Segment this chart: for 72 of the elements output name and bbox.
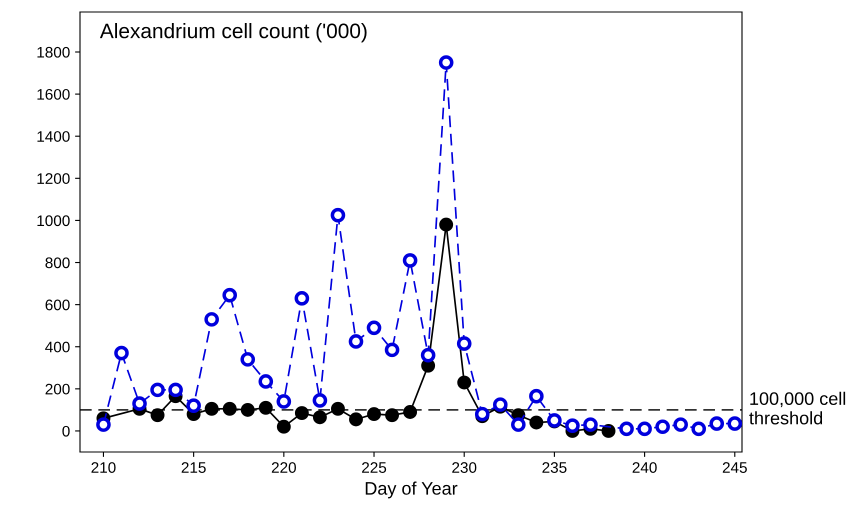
point (222, 288, 238, 302)
point (529, 416, 544, 430)
point (457, 376, 472, 390)
point (204, 312, 219, 327)
ref-line-label: 100,000 cell threshold (749, 392, 846, 424)
point (709, 416, 724, 431)
point (204, 402, 219, 416)
point (727, 416, 742, 431)
x-tick-label: 225 (362, 462, 386, 473)
point (240, 352, 256, 367)
point (366, 320, 382, 336)
chart-title: Alexandrium cell count ('000) (100, 23, 367, 42)
point (619, 422, 634, 436)
point (150, 408, 165, 422)
point (294, 406, 309, 420)
point (384, 342, 400, 358)
point (240, 402, 255, 417)
y-tick-label: 0 (62, 426, 70, 437)
point (312, 393, 328, 408)
x-tick-label: 245 (722, 462, 747, 473)
x-tick-label: 235 (542, 462, 567, 473)
point (403, 405, 418, 419)
y-tick-label: 200 (46, 384, 70, 395)
point (348, 334, 364, 349)
point (493, 397, 508, 412)
point (150, 382, 165, 398)
point (385, 408, 400, 422)
point (402, 253, 418, 268)
y-tick-label: 1200 (37, 173, 70, 184)
point (276, 394, 292, 409)
point (132, 396, 147, 411)
point (367, 407, 381, 422)
point (258, 374, 274, 389)
point (96, 417, 111, 432)
x-axis-title: Day of Year (366, 482, 458, 498)
point (602, 424, 616, 438)
point (474, 406, 490, 422)
point (294, 291, 310, 306)
point (456, 336, 472, 351)
y-tick-label: 400 (45, 342, 70, 352)
x-tick-label: 230 (452, 462, 476, 473)
point (349, 412, 363, 426)
point (655, 419, 670, 434)
point (637, 422, 652, 436)
point (673, 417, 688, 432)
x-tick-label: 210 (91, 462, 116, 473)
point (565, 418, 580, 433)
point (276, 420, 291, 434)
point (114, 346, 129, 360)
point (312, 410, 327, 424)
point (331, 402, 345, 416)
y-tick-label: 1000 (37, 215, 70, 226)
point (438, 55, 454, 70)
x-tick-label: 220 (272, 462, 296, 473)
y-tick-label: 1800 (37, 46, 70, 58)
point (186, 398, 201, 413)
point (529, 388, 544, 404)
point (330, 208, 346, 222)
point (583, 417, 598, 432)
x-tick-label: 240 (632, 462, 657, 473)
point (511, 417, 526, 432)
point (168, 382, 183, 398)
y-tick-label: 800 (45, 257, 70, 268)
x-tick-label: 215 (182, 462, 206, 473)
point (691, 422, 706, 436)
point (420, 348, 436, 362)
point (222, 402, 237, 416)
point (258, 400, 273, 415)
y-tick-label: 1400 (37, 131, 70, 142)
y-tick-label: 1600 (37, 88, 70, 100)
y-tick-label: 600 (46, 300, 70, 310)
point (439, 218, 454, 232)
